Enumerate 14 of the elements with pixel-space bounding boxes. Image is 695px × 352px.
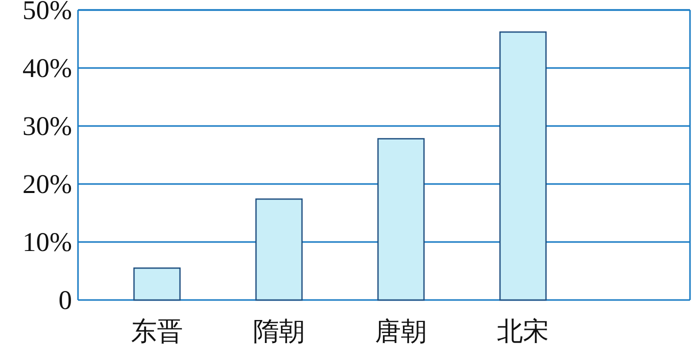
y-tick-label: 0: [58, 285, 72, 315]
x-tick-label: 北宋: [497, 316, 549, 346]
x-tick-label: 隋朝: [253, 316, 305, 346]
bar: [133, 267, 181, 301]
bar: [499, 31, 547, 301]
bar: [255, 198, 303, 301]
y-tick-label: 30%: [22, 111, 72, 141]
y-tick-label: 50%: [22, 0, 72, 25]
y-tick-label: 10%: [22, 227, 72, 257]
y-tick-label: 40%: [22, 53, 72, 83]
y-tick-label: 20%: [22, 169, 72, 199]
x-tick-label: 东晋: [131, 316, 183, 346]
x-tick-label: 唐朝: [375, 316, 427, 346]
bar: [377, 138, 425, 301]
